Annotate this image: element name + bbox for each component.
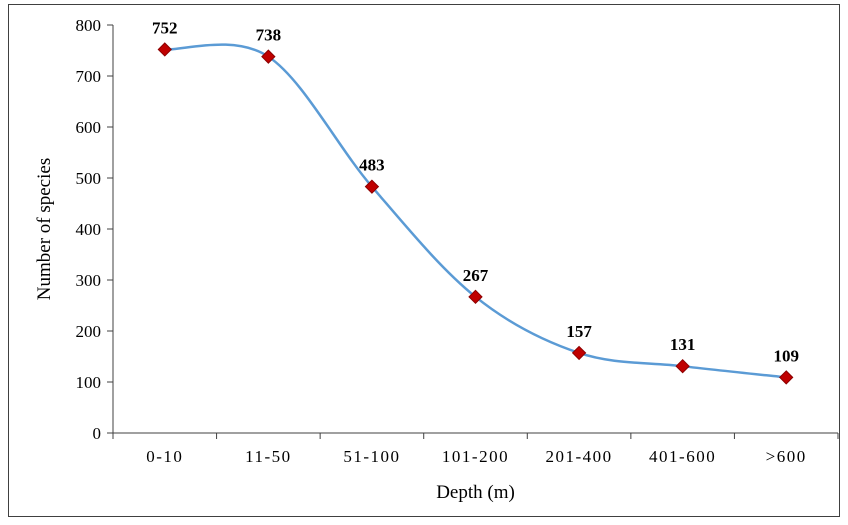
data-point	[468, 289, 483, 305]
x-tick-label: 51-100	[343, 447, 400, 466]
x-tick-label: 201-400	[545, 447, 612, 466]
data-point	[571, 345, 587, 361]
y-tick-label: 600	[76, 118, 102, 137]
x-axis-title: Depth (m)	[436, 482, 515, 503]
y-tick-label: 700	[76, 67, 102, 86]
data-point	[779, 370, 794, 385]
y-tick-label: 200	[76, 322, 102, 341]
data-label: 267	[463, 266, 489, 285]
data-point	[675, 358, 690, 374]
x-tick-label: 401-600	[649, 447, 716, 466]
x-tick-label: 0-10	[146, 447, 183, 466]
x-axis: 0-10 11-50 51-100 101-200 201-400 401-600 >600	[112, 432, 839, 466]
x-tick-label: 101-200	[442, 447, 509, 466]
x-tick-label: 11-50	[245, 447, 292, 466]
data-label: 483	[359, 156, 385, 175]
data-label: 752	[152, 18, 178, 37]
data-label: 131	[670, 335, 696, 354]
y-tick-label: 800	[76, 16, 102, 35]
series-depth	[157, 42, 794, 385]
data-point	[157, 42, 172, 57]
series-line	[164, 43, 787, 379]
y-tick-label: 0	[93, 424, 102, 443]
y-axis: 0 100 200 300 400 500 600 700 800	[76, 16, 114, 443]
y-tick-label: 500	[76, 169, 102, 188]
data-label: 109	[773, 346, 799, 365]
data-point	[261, 49, 276, 64]
y-axis-title: Number of species	[34, 158, 55, 300]
x-tick-label: >600	[766, 447, 807, 466]
data-label: 157	[566, 322, 592, 341]
data-label: 738	[256, 26, 282, 45]
chart-frame	[8, 4, 840, 517]
y-tick-label: 100	[76, 373, 102, 392]
data-labels: 752 738 483 267 157 131 109	[152, 18, 799, 365]
data-point	[364, 179, 380, 194]
y-tick-label: 300	[76, 271, 102, 290]
y-tick-label: 400	[76, 220, 102, 239]
